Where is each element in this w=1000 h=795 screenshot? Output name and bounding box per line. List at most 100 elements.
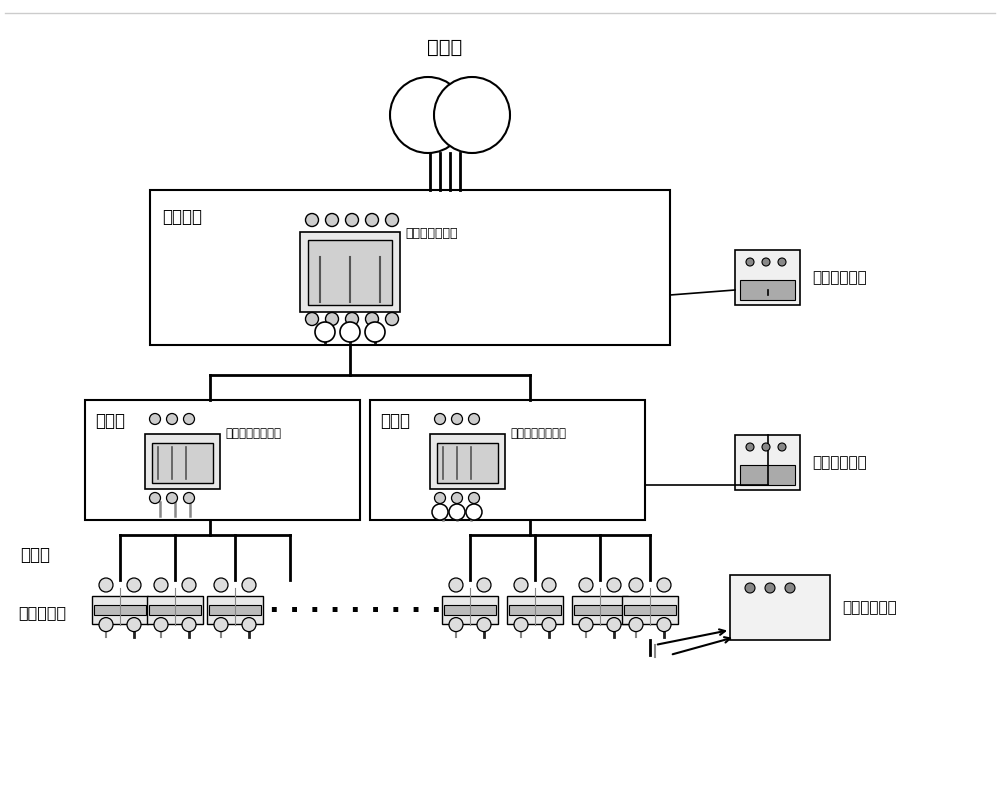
Text: 台区解码设备: 台区解码设备 (812, 455, 867, 470)
Bar (300, 232, 400, 312)
Bar (430, 434, 505, 489)
Circle shape (366, 214, 378, 227)
Circle shape (99, 578, 113, 592)
Circle shape (477, 578, 491, 592)
Circle shape (326, 214, 338, 227)
Circle shape (629, 578, 643, 592)
Circle shape (166, 492, 178, 503)
Text: 分支箱塑壳断路器: 分支箱塑壳断路器 (510, 427, 566, 440)
Circle shape (514, 578, 528, 592)
Bar (740, 465, 795, 485)
Circle shape (184, 413, 194, 425)
Circle shape (346, 312, 358, 325)
Bar (509, 605, 561, 615)
Circle shape (386, 312, 398, 325)
Bar (624, 605, 676, 615)
Bar (622, 596, 678, 623)
Circle shape (762, 443, 770, 451)
Circle shape (150, 413, 160, 425)
Bar (149, 605, 201, 615)
Text: · · · · · · · · ·: · · · · · · · · · (269, 597, 441, 625)
Bar (437, 443, 498, 483)
Circle shape (449, 504, 465, 520)
Circle shape (607, 578, 621, 592)
Text: 分支箱: 分支箱 (380, 412, 410, 430)
Bar (444, 605, 496, 615)
Circle shape (214, 578, 228, 592)
Circle shape (452, 413, 462, 425)
Bar (150, 190, 670, 345)
Circle shape (184, 492, 194, 503)
Circle shape (166, 413, 178, 425)
Circle shape (542, 578, 556, 592)
Circle shape (435, 492, 446, 503)
Circle shape (468, 492, 480, 503)
Circle shape (579, 578, 593, 592)
Circle shape (242, 618, 256, 631)
Circle shape (579, 618, 593, 631)
Circle shape (514, 618, 528, 631)
Circle shape (242, 578, 256, 592)
Bar (735, 435, 800, 490)
Circle shape (306, 214, 318, 227)
Bar (735, 250, 800, 305)
Circle shape (468, 413, 480, 425)
Bar (209, 605, 261, 615)
Circle shape (366, 312, 378, 325)
Circle shape (182, 618, 196, 631)
Circle shape (477, 618, 491, 631)
Circle shape (629, 618, 643, 631)
Bar (370, 400, 645, 520)
Bar (730, 575, 830, 640)
Bar (572, 596, 628, 623)
Circle shape (154, 578, 168, 592)
Circle shape (99, 618, 113, 631)
Circle shape (390, 77, 466, 153)
Circle shape (340, 322, 360, 342)
Circle shape (778, 443, 786, 451)
Text: 变压器: 变压器 (427, 38, 463, 57)
Circle shape (434, 77, 510, 153)
Text: 台区箱变: 台区箱变 (162, 208, 202, 226)
Circle shape (214, 618, 228, 631)
Text: 表后断路器: 表后断路器 (18, 606, 66, 621)
Circle shape (326, 312, 338, 325)
Circle shape (542, 618, 556, 631)
Text: 台区发码设备: 台区发码设备 (842, 600, 897, 615)
Bar (308, 240, 392, 305)
Circle shape (435, 413, 446, 425)
Text: 台区解码设备: 台区解码设备 (812, 270, 867, 285)
Circle shape (657, 578, 671, 592)
Bar (145, 434, 220, 489)
Text: 台区塑壳断路器: 台区塑壳断路器 (405, 227, 458, 240)
Circle shape (315, 322, 335, 342)
Circle shape (127, 618, 141, 631)
Circle shape (346, 214, 358, 227)
Ellipse shape (744, 609, 768, 627)
Bar (574, 605, 626, 615)
Bar (442, 596, 498, 623)
Circle shape (386, 214, 398, 227)
Circle shape (607, 618, 621, 631)
Circle shape (746, 443, 754, 451)
Text: 用户侧: 用户侧 (20, 546, 50, 564)
Circle shape (452, 492, 462, 503)
Bar (152, 443, 213, 483)
Circle shape (778, 258, 786, 266)
Bar (147, 596, 203, 623)
Circle shape (182, 578, 196, 592)
Text: 分支箱: 分支箱 (95, 412, 125, 430)
Circle shape (306, 312, 318, 325)
Circle shape (150, 492, 160, 503)
Circle shape (762, 258, 770, 266)
Bar (94, 605, 146, 615)
Text: 分支箱塑壳断路器: 分支箱塑壳断路器 (225, 427, 281, 440)
Circle shape (432, 504, 448, 520)
Bar (507, 596, 563, 623)
Bar (740, 280, 795, 300)
Circle shape (765, 583, 775, 593)
Circle shape (365, 322, 385, 342)
Circle shape (785, 583, 795, 593)
Circle shape (746, 258, 754, 266)
Circle shape (466, 504, 482, 520)
